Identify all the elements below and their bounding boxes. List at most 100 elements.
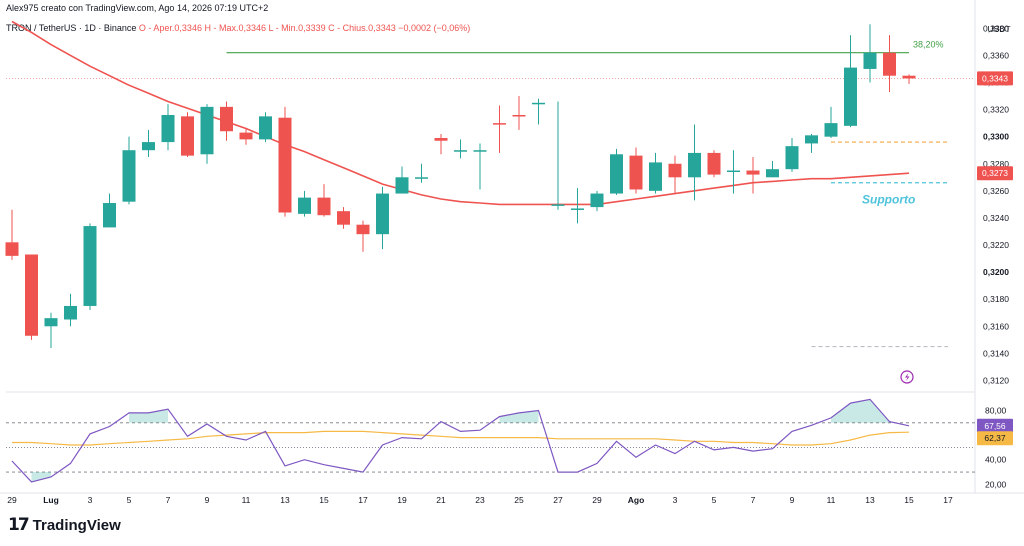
candle — [844, 35, 857, 128]
candle-body — [259, 116, 272, 140]
price-tick-label: 0,3220 — [983, 240, 1009, 250]
price-tick-label: 0,3140 — [983, 348, 1009, 358]
time-tick-label: 9 — [790, 495, 795, 505]
rsi-ma-line — [12, 430, 910, 446]
candle — [103, 193, 116, 228]
tradingview-logo-icon: 17 — [8, 515, 30, 535]
time-tick-label: 29 — [592, 495, 602, 505]
candle-body — [454, 150, 467, 152]
candle-body — [5, 242, 19, 256]
rsi-ma-value-tag-bg — [977, 431, 1013, 446]
candle-body — [337, 211, 350, 225]
candle-body — [532, 102, 545, 105]
candle — [512, 96, 526, 130]
candle — [610, 148, 623, 195]
candle-body — [25, 254, 38, 336]
candle — [551, 101, 565, 210]
price-tick-label: 0,3240 — [983, 213, 1009, 223]
time-tick-label: 29 — [7, 495, 17, 505]
moving-average — [11, 20, 910, 206]
fib-level-label: 38,20% — [913, 40, 944, 50]
candle — [454, 139, 467, 159]
candle-body — [44, 318, 58, 327]
rsi-ma-value-tag: 62,37 — [977, 431, 1013, 446]
time-tick-label: 23 — [475, 495, 485, 505]
candle — [629, 147, 643, 194]
price-tick-label: 0,3200 — [983, 267, 1009, 277]
time-tick-label: 11 — [827, 495, 836, 505]
candle — [142, 129, 155, 157]
candle — [649, 152, 662, 194]
tradingview-logo-text: TradingView — [32, 516, 121, 534]
time-tick-label: 3 — [673, 495, 678, 505]
lightning-icon — [900, 370, 914, 384]
time-tick-label: 27 — [553, 495, 563, 505]
tradingview-logo[interactable]: 17 TradingView — [8, 515, 121, 535]
candle-body — [434, 138, 448, 141]
candle — [863, 24, 877, 83]
candle-body — [590, 193, 604, 208]
candle — [122, 136, 136, 205]
candle-body — [824, 123, 838, 137]
candle-body — [122, 150, 136, 202]
candle — [668, 155, 682, 194]
price-tick-label: 0,3380 — [983, 23, 1009, 33]
candle-body — [493, 123, 506, 125]
candle — [571, 188, 584, 224]
candle — [532, 98, 545, 125]
candle — [200, 104, 214, 164]
time-tick-label: Ago — [628, 495, 645, 505]
candle-body — [707, 152, 721, 175]
candle — [44, 312, 58, 348]
symbol-header: TRON / TetherUS · 1D · Binance O - Aper.… — [6, 23, 470, 33]
candle — [415, 163, 428, 183]
lightning-icon-ring — [900, 370, 914, 384]
candle — [766, 161, 779, 178]
time-axis[interactable]: 29 Lug 3 5 7 9 11 13 15 17 19 21 23 25 27 29 Ago 3 5 7 9 11 13… — [7, 495, 953, 505]
candle-body — [64, 305, 77, 320]
current-price-tag: 0,3343 — [977, 71, 1013, 86]
candle — [395, 166, 409, 194]
rsi-value-tag-text: 67,56 — [984, 421, 1006, 431]
moving-average-line — [11, 20, 910, 206]
candle — [473, 143, 487, 190]
time-tick-label: 25 — [514, 495, 524, 505]
time-tick-label: 15 — [904, 495, 914, 505]
annotations: 38,20% Supporto 0,3343 0,3273 67,56 62,37 — [862, 40, 1013, 446]
time-tick-label: 7 — [166, 495, 171, 505]
time-tick-label: 17 — [943, 495, 953, 505]
candle — [239, 128, 253, 145]
candle — [220, 101, 233, 141]
time-tick-label: 17 — [358, 495, 368, 505]
time-tick-label: 7 — [751, 495, 756, 505]
rsi-value-tag-bg — [977, 418, 1013, 433]
candle — [707, 150, 721, 178]
price-tick-label: 0,3360 — [983, 50, 1009, 60]
candle — [883, 35, 896, 92]
candle-body — [746, 170, 760, 175]
candle — [259, 112, 272, 143]
candle-body — [883, 52, 896, 76]
time-tick-label: Lug — [43, 495, 59, 505]
candle — [590, 190, 604, 212]
time-tick-label: 9 — [205, 495, 210, 505]
candle — [805, 133, 818, 153]
candle-body — [571, 208, 584, 210]
candles — [5, 24, 916, 348]
symbol-name[interactable]: TRON / TetherUS · 1D · Binance — [6, 23, 137, 33]
candle-body — [668, 163, 682, 178]
ma-value-tag-bg — [977, 166, 1013, 181]
candle-body — [376, 193, 389, 235]
candle — [5, 209, 19, 260]
candle-body — [103, 203, 116, 228]
price-tick-label: 0,3120 — [983, 375, 1009, 385]
current-price-tag-bg — [977, 71, 1013, 86]
candle-body — [785, 146, 799, 170]
price-axis[interactable]: USDT0,33800,33600,33400,33200,33000,3280… — [983, 23, 1011, 489]
candle-body — [317, 197, 331, 216]
time-tick-label: 13 — [865, 495, 875, 505]
candle — [83, 223, 97, 311]
candle-body — [805, 135, 818, 144]
lightning-icon-bolt — [905, 373, 910, 381]
